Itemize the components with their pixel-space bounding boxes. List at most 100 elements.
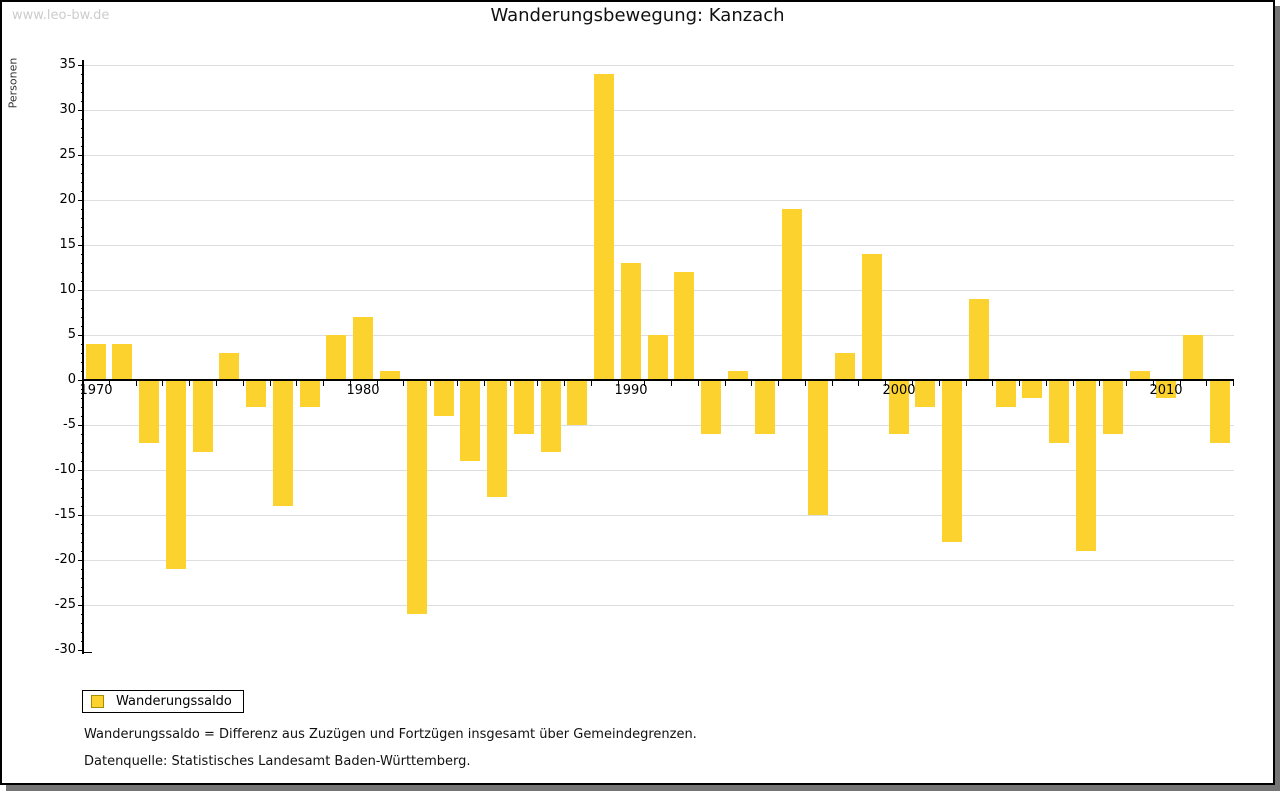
bar-2011	[1183, 335, 1203, 380]
gridline	[84, 560, 1234, 561]
y-tick-label: 10	[59, 282, 76, 297]
x-tick	[1126, 381, 1127, 386]
x-tick	[1019, 381, 1020, 386]
gridline	[84, 290, 1234, 291]
x-tick	[270, 381, 271, 386]
bar-1979	[326, 335, 346, 380]
x-tick	[751, 381, 752, 386]
y-tick-label: -30	[54, 642, 76, 657]
x-tick	[778, 381, 779, 386]
gridline	[84, 155, 1234, 156]
x-tick	[457, 381, 458, 386]
y-tick-label: 5	[67, 327, 76, 342]
x-tick	[618, 381, 619, 386]
x-tick	[136, 381, 137, 386]
x-tick	[885, 381, 886, 386]
y-tick	[78, 470, 84, 471]
legend-label: Wanderungssaldo	[116, 694, 232, 709]
y-tick	[78, 515, 84, 516]
x-tick	[162, 381, 163, 386]
x-tick	[1046, 381, 1047, 386]
y-tick-label: -25	[54, 597, 76, 612]
y-tick-label: -20	[54, 552, 76, 567]
bar-1983	[434, 380, 454, 416]
gridline	[84, 605, 1234, 606]
x-tick	[939, 381, 940, 386]
frame-shadow-right	[1275, 6, 1280, 791]
y-tick	[78, 245, 84, 246]
x-tick	[992, 381, 993, 386]
bar-1991	[648, 335, 668, 380]
y-tick-label: -10	[54, 462, 76, 477]
bar-2007	[1076, 380, 1096, 551]
y-tick-label: 0	[67, 372, 76, 387]
bar-1995	[755, 380, 775, 434]
x-axis-line	[84, 379, 1234, 381]
x-tick-label: 2010	[1149, 383, 1183, 398]
bar-1973	[166, 380, 186, 569]
bar-1993	[701, 380, 721, 434]
x-tick-label: 1970	[79, 383, 113, 398]
bar-2004	[996, 380, 1016, 407]
y-axis-foot	[84, 652, 92, 653]
y-tick	[78, 290, 84, 291]
bar-1996	[782, 209, 802, 380]
bar-1981	[380, 371, 400, 380]
y-tick	[78, 425, 84, 426]
bar-2012	[1210, 380, 1230, 443]
x-tick	[805, 381, 806, 386]
x-tick	[858, 381, 859, 386]
x-tick	[1233, 381, 1234, 386]
bar-1989	[594, 74, 614, 380]
x-tick	[403, 381, 404, 386]
bar-1977	[273, 380, 293, 506]
y-tick-label: 25	[59, 147, 76, 162]
x-tick	[832, 381, 833, 386]
bar-2005	[1022, 380, 1042, 398]
y-tick-label: 20	[59, 192, 76, 207]
bar-1978	[300, 380, 320, 407]
bar-1980	[353, 317, 373, 380]
bar-1984	[460, 380, 480, 461]
y-axis-line	[82, 60, 84, 654]
y-tick	[78, 200, 84, 201]
y-tick	[78, 335, 84, 336]
y-tick	[78, 605, 84, 606]
y-tick	[78, 650, 84, 651]
bar-1987	[541, 380, 561, 452]
x-tick	[564, 381, 565, 386]
x-tick-label: 1990	[614, 383, 648, 398]
y-tick	[78, 65, 84, 66]
x-tick	[644, 381, 645, 386]
x-tick	[966, 381, 967, 386]
bar-1975	[219, 353, 239, 380]
y-tick	[78, 110, 84, 111]
bar-1972	[139, 380, 159, 443]
x-tick	[671, 381, 672, 386]
bar-1970	[86, 344, 106, 380]
x-tick	[216, 381, 217, 386]
x-tick	[1073, 381, 1074, 386]
gridline	[84, 470, 1234, 471]
x-tick	[323, 381, 324, 386]
legend: Wanderungssaldo	[82, 690, 244, 713]
bar-1971	[112, 344, 132, 380]
x-tick	[1099, 381, 1100, 386]
bar-1974	[193, 380, 213, 452]
x-tick	[296, 381, 297, 386]
bar-1998	[835, 353, 855, 380]
x-tick	[243, 381, 244, 386]
x-tick	[430, 381, 431, 386]
bar-1988	[567, 380, 587, 425]
bar-2006	[1049, 380, 1069, 443]
bar-2009	[1130, 371, 1150, 380]
x-tick	[912, 381, 913, 386]
chart-title: Wanderungsbewegung: Kanzach	[490, 5, 785, 26]
gridline	[84, 515, 1234, 516]
watermark: www.leo-bw.de	[12, 8, 110, 23]
gridline	[84, 425, 1234, 426]
bar-2003	[969, 299, 989, 380]
bar-2000	[889, 380, 909, 434]
